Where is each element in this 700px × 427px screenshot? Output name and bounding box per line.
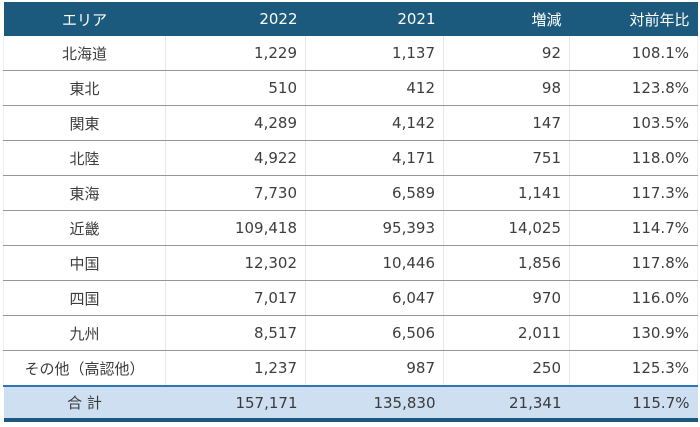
cell-y2021: 6,047 xyxy=(305,280,444,316)
total-row: 合 計 157,171 135,830 21,341 115.7% xyxy=(3,385,698,422)
cell-area: 北陸 xyxy=(3,140,166,176)
cell-diff: 147 xyxy=(443,105,570,141)
cell-y2022: 109,418 xyxy=(165,210,306,246)
cell-yoy: 103.5% xyxy=(569,105,698,141)
column-header-yoy: 対前年比 xyxy=(569,2,698,36)
cell-y2021: 4,171 xyxy=(305,140,444,176)
total-cell-2021: 135,830 xyxy=(305,385,444,422)
cell-y2021: 1,137 xyxy=(305,36,444,71)
cell-y2022: 4,289 xyxy=(165,105,306,141)
column-header-2022: 2022 xyxy=(165,2,306,36)
cell-yoy: 118.0% xyxy=(569,140,698,176)
cell-diff: 98 xyxy=(443,70,570,106)
cell-y2021: 6,506 xyxy=(305,315,444,351)
cell-y2022: 7,730 xyxy=(165,175,306,211)
table-row: 四国 7,017 6,047 970 116.0% xyxy=(3,280,698,316)
cell-area: 中国 xyxy=(3,245,166,281)
cell-diff: 14,025 xyxy=(443,210,570,246)
table-row: その他（高認他） 1,237 987 250 125.3% xyxy=(3,350,698,386)
cell-y2021: 412 xyxy=(305,70,444,106)
cell-area: 関東 xyxy=(3,105,166,141)
cell-area: 九州 xyxy=(3,315,166,351)
cell-diff: 1,141 xyxy=(443,175,570,211)
cell-y2021: 4,142 xyxy=(305,105,444,141)
cell-y2022: 7,017 xyxy=(165,280,306,316)
cell-yoy: 117.8% xyxy=(569,245,698,281)
total-cell-2022: 157,171 xyxy=(165,385,306,422)
cell-diff: 250 xyxy=(443,350,570,386)
table-row: 北海道 1,229 1,137 92 108.1% xyxy=(3,36,698,71)
cell-y2021: 987 xyxy=(305,350,444,386)
cell-area: 近畿 xyxy=(3,210,166,246)
table-row: 関東 4,289 4,142 147 103.5% xyxy=(3,105,698,141)
cell-y2022: 4,922 xyxy=(165,140,306,176)
cell-area: その他（高認他） xyxy=(3,350,166,386)
cell-y2022: 8,517 xyxy=(165,315,306,351)
cell-yoy: 130.9% xyxy=(569,315,698,351)
cell-yoy: 123.8% xyxy=(569,70,698,106)
cell-area: 北海道 xyxy=(3,36,166,71)
total-cell-area: 合 計 xyxy=(3,385,166,422)
cell-yoy: 117.3% xyxy=(569,175,698,211)
cell-y2021: 95,393 xyxy=(305,210,444,246)
cell-y2022: 510 xyxy=(165,70,306,106)
cell-yoy: 125.3% xyxy=(569,350,698,386)
cell-y2022: 1,237 xyxy=(165,350,306,386)
cell-diff: 92 xyxy=(443,36,570,71)
header-row: エリア 2022 2021 増減 対前年比 xyxy=(3,2,698,36)
cell-diff: 751 xyxy=(443,140,570,176)
cell-diff: 1,856 xyxy=(443,245,570,281)
cell-yoy: 114.7% xyxy=(569,210,698,246)
regional-yoy-table: エリア 2022 2021 増減 対前年比 北海道 1,229 1,137 92 108… xyxy=(3,2,698,422)
cell-yoy: 108.1% xyxy=(569,36,698,71)
cell-area: 東北 xyxy=(3,70,166,106)
table-row: 近畿 109,418 95,393 14,025 114.7% xyxy=(3,210,698,246)
cell-diff: 970 xyxy=(443,280,570,316)
table-row: 九州 8,517 6,506 2,011 130.9% xyxy=(3,315,698,351)
column-header-2021: 2021 xyxy=(305,2,444,36)
cell-y2021: 6,589 xyxy=(305,175,444,211)
cell-area: 東海 xyxy=(3,175,166,211)
total-cell-diff: 21,341 xyxy=(443,385,570,422)
table-row: 中国 12,302 10,446 1,856 117.8% xyxy=(3,245,698,281)
table-row: 東海 7,730 6,589 1,141 117.3% xyxy=(3,175,698,211)
table-row: 北陸 4,922 4,171 751 118.0% xyxy=(3,140,698,176)
column-header-diff: 増減 xyxy=(443,2,570,36)
cell-y2022: 1,229 xyxy=(165,36,306,71)
cell-area: 四国 xyxy=(3,280,166,316)
cell-yoy: 116.0% xyxy=(569,280,698,316)
cell-y2021: 10,446 xyxy=(305,245,444,281)
cell-y2022: 12,302 xyxy=(165,245,306,281)
table-body: 北海道 1,229 1,137 92 108.1% 東北 510 412 98 123.8% 関東 4… xyxy=(3,36,698,386)
cell-diff: 2,011 xyxy=(443,315,570,351)
column-header-area: エリア xyxy=(3,2,166,36)
table-row: 東北 510 412 98 123.8% xyxy=(3,70,698,106)
total-cell-yoy: 115.7% xyxy=(569,385,698,422)
